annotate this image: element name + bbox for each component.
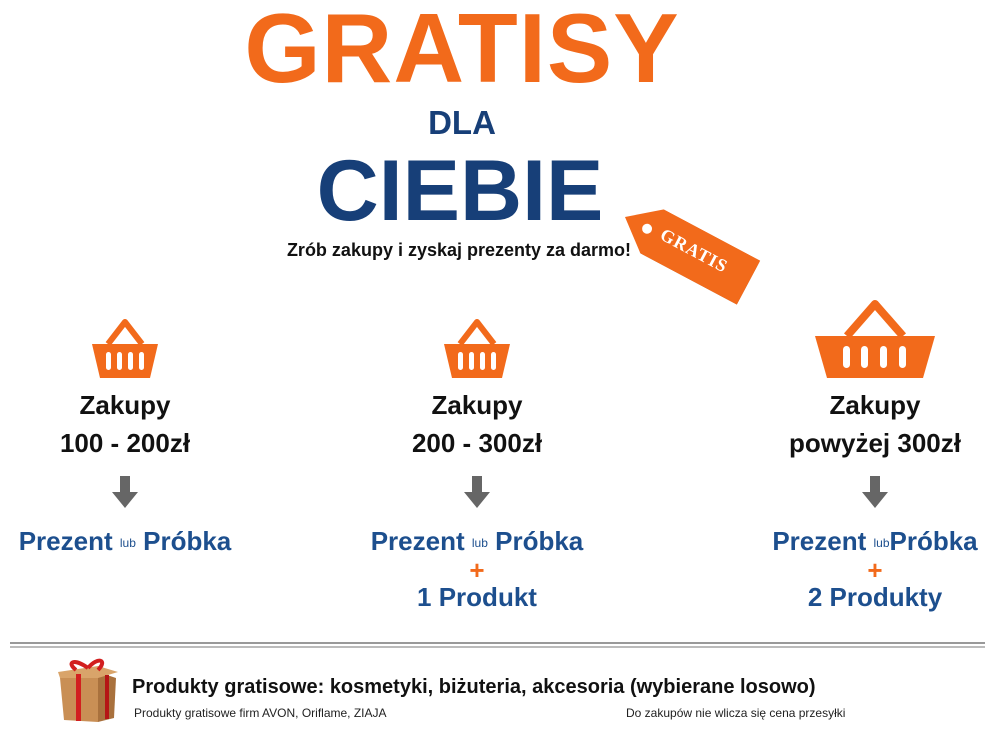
headline-ciebie: CIEBIE [316,143,604,239]
reward-probka: Próbka [495,526,584,556]
arrow-down-icon [112,476,138,508]
basket-icon [815,300,935,378]
tier-range: powyżej 300zł [789,428,961,458]
divider [10,646,985,648]
reward-extra: 2 Produkty [807,582,943,613]
arrow-down-icon [464,476,490,508]
reward-or: lub [471,536,488,551]
basket-icon [444,319,510,378]
tier-range: 200 - 300zł [411,428,543,458]
tier-3: Zakupy powyżej 300zł Prezent lubPróbka +… [725,296,1002,612]
arrow-down-icon [862,476,888,508]
reward-prezent: Prezent [370,526,465,556]
tier-reward: Prezent lub Próbka [0,526,275,558]
tier-1: Zakupy 100 - 200zł Prezent lub Próbka [0,300,275,558]
reward-or: lub [119,536,136,551]
reward-prezent: Prezent [18,526,113,556]
tier-label: Zakupy [829,390,921,420]
reward-probka: Próbka [143,526,232,556]
tier-range: 100 - 200zł [59,428,191,458]
reward-probka: Próbka [889,526,978,556]
reward-extra: 1 Produkt [417,582,537,613]
reward-prezent: Prezent [772,526,867,556]
plus-sign: + [469,555,485,586]
tier-label: Zakupy [431,390,523,420]
tier-reward: Prezent lubPróbka [725,526,1002,558]
tagline: Zrób zakupy i zyskaj prezenty za darmo! [286,240,632,260]
gift-box-icon [58,658,118,722]
tier-2: Zakupy 200 - 300zł Prezent lub Próbka + … [327,300,627,612]
plus-sign: + [867,555,883,586]
basket-icon [92,319,158,378]
tier-label: Zakupy [79,390,171,420]
footer-shipping-text: Do zakupów nie wlicza się cena przesyłki [626,706,846,720]
footer-brands-text: Produkty gratisowe firm AVON, Oriflame, … [134,706,387,720]
divider [10,642,985,644]
tier-reward: Prezent lub Próbka [327,526,627,558]
footer-main-text: Produkty gratisowe: kosmetyki, biżuteria… [132,676,816,698]
headline-gratisy: GRATISY [244,0,680,103]
headline-dla: DLA [428,104,496,141]
reward-or: lub [873,536,890,551]
